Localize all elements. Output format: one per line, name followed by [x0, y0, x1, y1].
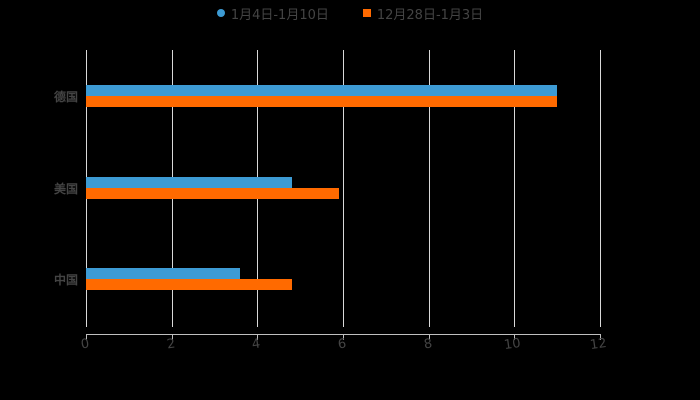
x-tick-label: 4 — [251, 336, 262, 353]
x-tick-label: 12 — [589, 335, 608, 354]
gridline — [600, 50, 601, 327]
category-label: 中国 — [53, 273, 78, 287]
bar-1-series-1[interactable] — [86, 188, 339, 199]
legend-circle-marker-icon — [216, 9, 225, 17]
x-tick-mark — [172, 334, 173, 340]
legend-item-series-1[interactable]: 1月4日-1月10日 — [216, 4, 329, 23]
x-tick-mark — [429, 334, 430, 340]
category-label: 美国 — [53, 182, 78, 196]
legend-label-series-2: 12月28日-1月3日 — [376, 7, 484, 23]
x-tick-mark — [343, 334, 344, 340]
x-tick-mark — [86, 334, 87, 340]
plot-area — [86, 50, 601, 327]
bar-1-series-0[interactable] — [86, 177, 292, 188]
x-tick-mark — [600, 334, 601, 340]
x-tick-mark — [514, 334, 515, 340]
gridline — [343, 50, 344, 327]
chart-legend: 1月4日-1月10日 12月28日-1月3日 — [0, 3, 700, 23]
bar-2-series-0[interactable] — [86, 268, 240, 279]
x-tick-label: 2 — [166, 336, 177, 353]
x-tick-label: 8 — [423, 336, 434, 353]
gridline — [514, 50, 515, 327]
x-tick-label: 0 — [80, 336, 91, 353]
bar-2-series-1[interactable] — [86, 279, 292, 290]
legend-square-marker-icon — [362, 9, 371, 17]
bar-0-series-1[interactable] — [86, 96, 557, 107]
x-tick-mark — [257, 334, 258, 340]
bar-0-series-0[interactable] — [86, 85, 557, 96]
x-tick-label: 10 — [503, 335, 522, 354]
legend-label-series-1: 1月4日-1月10日 — [230, 7, 329, 23]
legend-item-series-2[interactable]: 12月28日-1月3日 — [362, 4, 484, 23]
x-tick-label: 6 — [337, 336, 348, 353]
category-label: 德国 — [53, 90, 78, 104]
gridline — [429, 50, 430, 327]
